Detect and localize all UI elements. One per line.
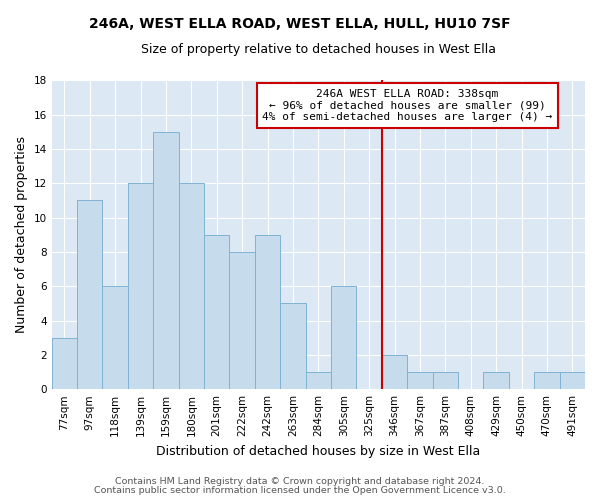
Text: Contains HM Land Registry data © Crown copyright and database right 2024.: Contains HM Land Registry data © Crown c…: [115, 477, 485, 486]
Bar: [331, 286, 356, 389]
Bar: [52, 338, 77, 389]
Bar: [204, 234, 229, 389]
Title: Size of property relative to detached houses in West Ella: Size of property relative to detached ho…: [141, 42, 496, 56]
Bar: [229, 252, 255, 389]
X-axis label: Distribution of detached houses by size in West Ella: Distribution of detached houses by size …: [156, 444, 481, 458]
Bar: [534, 372, 560, 389]
Bar: [103, 286, 128, 389]
Bar: [77, 200, 103, 389]
Bar: [255, 234, 280, 389]
Bar: [433, 372, 458, 389]
Text: Contains public sector information licensed under the Open Government Licence v3: Contains public sector information licen…: [94, 486, 506, 495]
Bar: [407, 372, 433, 389]
Bar: [484, 372, 509, 389]
Bar: [280, 304, 305, 389]
Bar: [560, 372, 585, 389]
Bar: [128, 183, 153, 389]
Bar: [382, 355, 407, 389]
Text: 246A, WEST ELLA ROAD, WEST ELLA, HULL, HU10 7SF: 246A, WEST ELLA ROAD, WEST ELLA, HULL, H…: [89, 18, 511, 32]
Text: 246A WEST ELLA ROAD: 338sqm
← 96% of detached houses are smaller (99)
4% of semi: 246A WEST ELLA ROAD: 338sqm ← 96% of det…: [262, 89, 553, 122]
Bar: [305, 372, 331, 389]
Bar: [179, 183, 204, 389]
Y-axis label: Number of detached properties: Number of detached properties: [15, 136, 28, 333]
Bar: [153, 132, 179, 389]
